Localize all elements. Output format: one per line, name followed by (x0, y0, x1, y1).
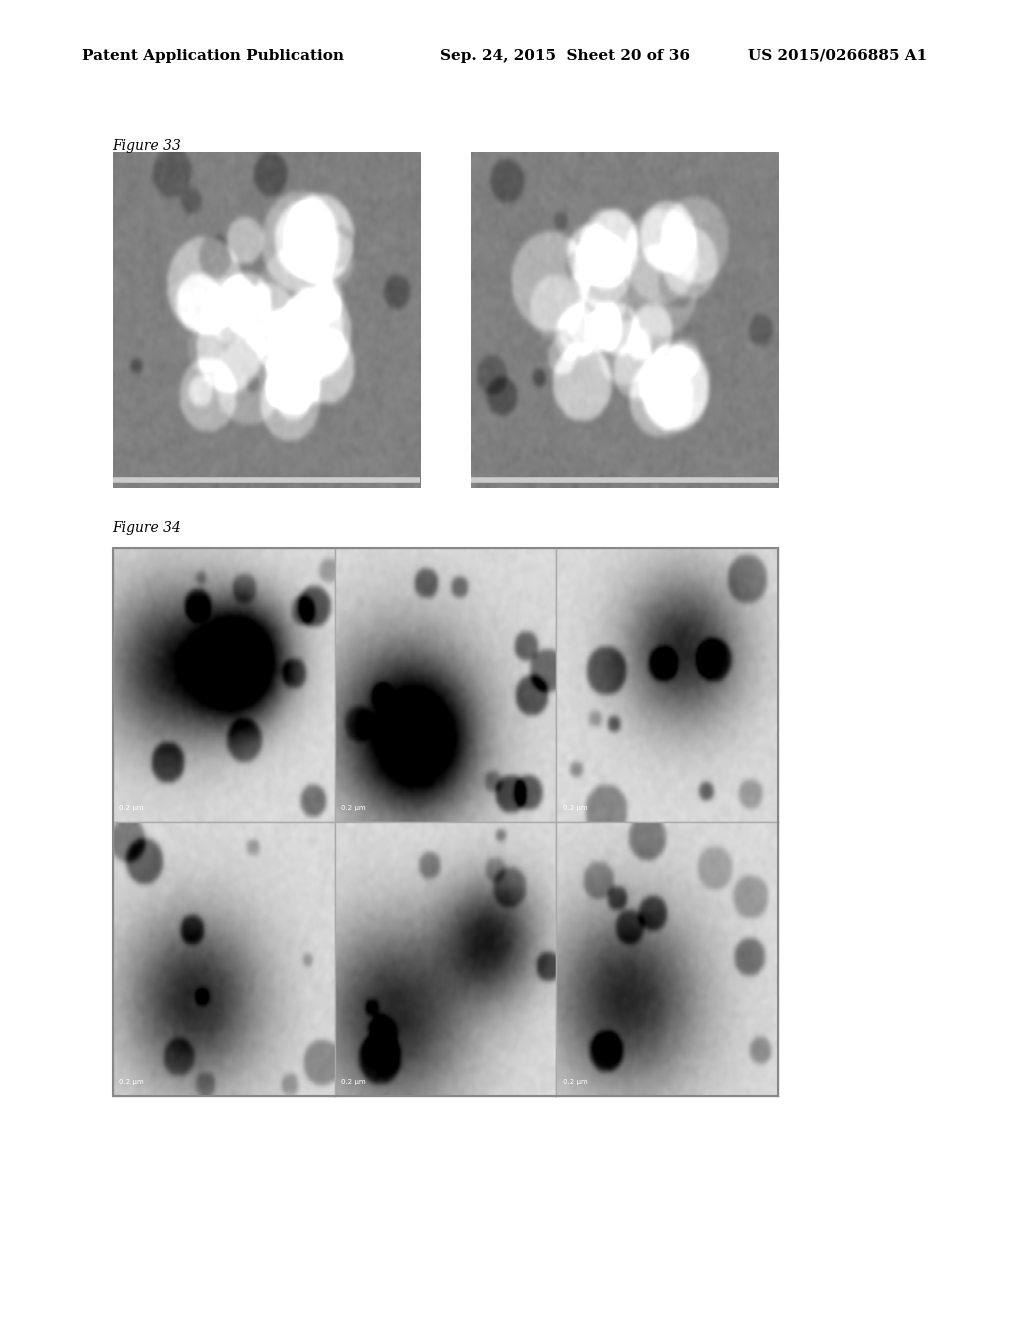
Text: 0.2 μm: 0.2 μm (341, 1078, 366, 1085)
Text: Patent Application Publication: Patent Application Publication (82, 49, 344, 63)
Text: 0.2 μm: 0.2 μm (341, 805, 366, 810)
Text: 0.2 μm: 0.2 μm (119, 805, 144, 810)
Text: 0.2 μm: 0.2 μm (563, 805, 588, 810)
Text: US 2015/0266885 A1: US 2015/0266885 A1 (748, 49, 927, 63)
Text: 0.2 μm: 0.2 μm (119, 1078, 144, 1085)
Text: 0.2 μm: 0.2 μm (563, 1078, 588, 1085)
Text: Figure 33: Figure 33 (113, 139, 181, 153)
Text: Sep. 24, 2015  Sheet 20 of 36: Sep. 24, 2015 Sheet 20 of 36 (440, 49, 690, 63)
Text: Figure 34: Figure 34 (113, 521, 181, 536)
